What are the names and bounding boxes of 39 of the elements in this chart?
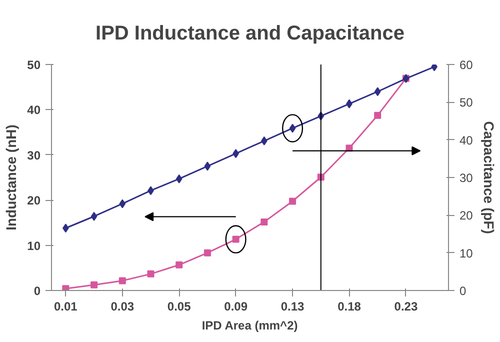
- x-tick-label: 0.18: [338, 300, 362, 314]
- y2-tick-label: 0: [460, 284, 466, 298]
- x-tick-label: 0.05: [167, 300, 192, 314]
- y-tick-label: 10: [27, 238, 41, 253]
- y2-tick-label: 60: [460, 58, 474, 72]
- y2-tick-label: 20: [460, 208, 474, 223]
- x-tick-label: 0.03: [110, 300, 134, 314]
- y2-axis-title: Capacitance (pF): [480, 121, 497, 234]
- x-tick-label: 0.09: [224, 300, 248, 314]
- x-tick-label: 0.23: [394, 300, 418, 314]
- x-axis-title: IPD Area (mm^2): [202, 318, 298, 332]
- y-axis-title: Inductance (nH): [3, 124, 20, 230]
- y2-tick-label: 30: [460, 171, 474, 185]
- x-tick-label: 0.13: [280, 300, 305, 314]
- y2-tick-label: 50: [460, 96, 474, 110]
- point: [90, 212, 98, 221]
- y-tick-label: 0: [34, 284, 41, 298]
- point: [260, 218, 268, 226]
- point: [118, 277, 126, 284]
- y-tick-label: 30: [27, 148, 41, 162]
- point: [119, 199, 126, 208]
- y-tick-label: 20: [27, 194, 41, 208]
- point: [374, 87, 381, 96]
- point: [374, 112, 382, 119]
- point: [176, 174, 182, 184]
- point: [62, 285, 70, 290]
- x-tick-label: 0.01: [54, 300, 78, 314]
- y2-tick-label: 10: [460, 246, 474, 260]
- point: [176, 261, 183, 268]
- point: [147, 270, 154, 278]
- y2-tick-label: 40: [460, 133, 474, 148]
- point: [431, 64, 438, 72]
- point: [289, 198, 296, 205]
- point: [90, 281, 98, 288]
- y-tick-label: 50: [27, 58, 41, 72]
- y-tick-label: 40: [27, 103, 41, 118]
- point: [204, 162, 211, 171]
- chart-title: IPD Inductance and Capacitance: [96, 22, 404, 44]
- point: [204, 249, 211, 256]
